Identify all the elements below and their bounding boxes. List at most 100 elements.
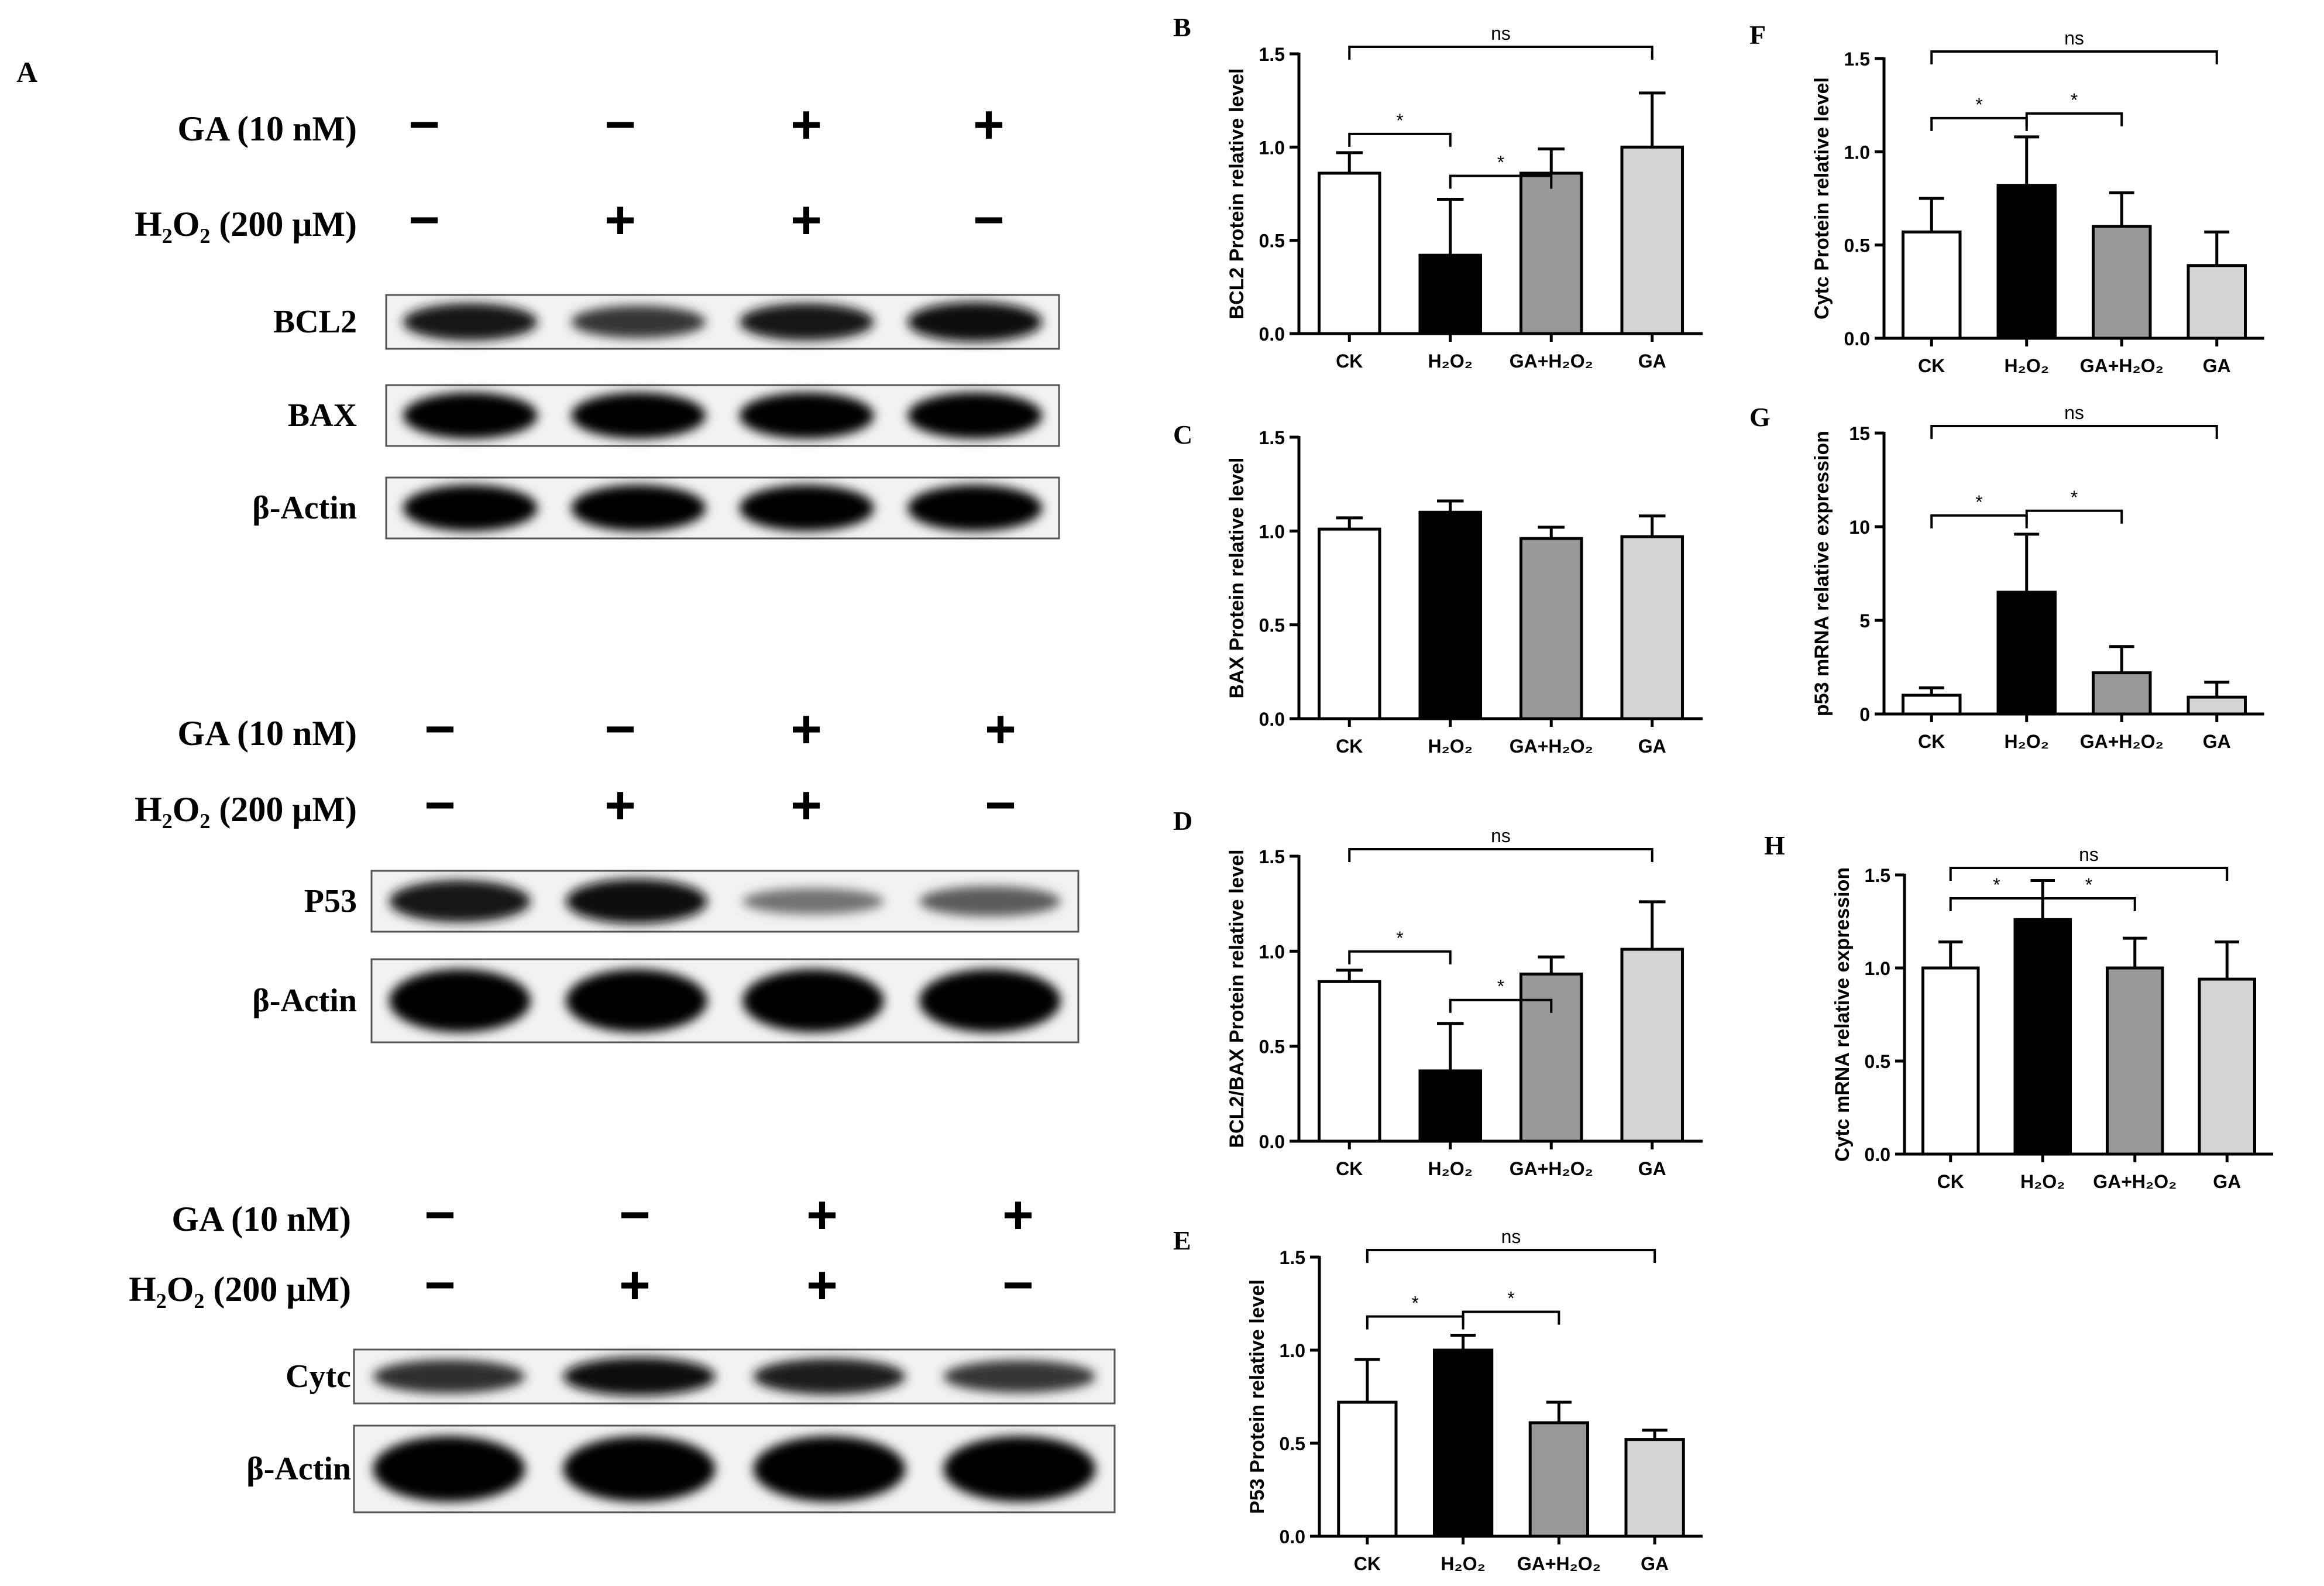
blot-band xyxy=(943,1436,1096,1502)
blot-band xyxy=(739,485,874,531)
y-tick-label: 0 xyxy=(1859,704,1870,725)
y-tick-label: 0.5 xyxy=(1280,1433,1305,1454)
significance-label: ns xyxy=(2064,28,2084,49)
treatment-sign: − xyxy=(604,95,636,155)
panel-letter: E xyxy=(1173,1225,1191,1255)
y-tick-label: 10 xyxy=(1849,517,1870,538)
treatment-sign: − xyxy=(604,699,636,759)
significance-bracket xyxy=(2025,509,2123,524)
blot-band xyxy=(373,1436,525,1502)
bar xyxy=(1418,510,1482,720)
y-axis-label: Cytc Protein relative level xyxy=(1811,77,1833,320)
y-tick-label: 1.0 xyxy=(1259,941,1285,962)
y-tick-label: 15 xyxy=(1849,423,1870,444)
bar xyxy=(1902,230,1962,340)
chart-h: H 0.0 0.5 1.0 1.5 Cytc mRNA relative expressi… xyxy=(1764,830,2273,1192)
treatment-sign: + xyxy=(790,699,822,759)
significance-label: ns xyxy=(2064,402,2084,423)
chart-g: G 0 5 10 15 p53 mRNA relative expression CK H₂O… xyxy=(1749,402,2264,752)
y-tick-label: 0.0 xyxy=(1259,1131,1285,1152)
x-tick-label: CK xyxy=(1918,731,1945,752)
bar-charts: B 0.0 0.5 1.0 1.5 BCL2 Protein relative level… xyxy=(1173,12,2273,1574)
significance-label: * xyxy=(1412,1293,1419,1314)
treatment-label: H₂O₂ (200 μM) xyxy=(135,205,357,243)
significance-bracket xyxy=(1449,174,1553,189)
treatment-sign: − xyxy=(1002,1255,1034,1315)
x-tick-label: GA xyxy=(1638,1158,1666,1179)
treatment-label: H₂O₂ (200 μM) xyxy=(135,790,357,829)
significance-label: * xyxy=(2085,874,2092,895)
panel-letter-a: A xyxy=(16,56,37,88)
x-tick-label: GA+H₂O₂ xyxy=(2080,355,2164,376)
significance-label: * xyxy=(1975,94,1982,115)
significance-bracket xyxy=(1930,514,2028,528)
bar xyxy=(1418,253,1482,335)
blot-label: β-Actin xyxy=(252,490,357,526)
bar xyxy=(1620,948,1684,1143)
blot-band xyxy=(389,969,531,1032)
y-tick-label: 1.0 xyxy=(1259,137,1285,158)
x-tick-label: GA+H₂O₂ xyxy=(1510,1158,1593,1179)
y-tick-label: 1.0 xyxy=(1844,142,1870,163)
x-tick-label: GA+H₂O₂ xyxy=(1510,736,1593,757)
blot-band xyxy=(907,302,1043,342)
treatment-sign: + xyxy=(985,699,1016,759)
significance-bracket xyxy=(1930,425,2218,439)
x-tick-label: CK xyxy=(1354,1553,1381,1574)
bar xyxy=(1519,171,1583,335)
panel-letter: G xyxy=(1749,402,1770,432)
panel-letter: F xyxy=(1749,20,1766,50)
blot-band xyxy=(403,485,538,531)
treatment-sign: − xyxy=(424,1185,456,1245)
bar xyxy=(1519,537,1583,720)
significance-bracket xyxy=(1930,50,2218,64)
x-tick-label: H₂O₂ xyxy=(1428,736,1473,757)
significance-bracket xyxy=(1366,1315,1464,1330)
bar xyxy=(1996,184,2057,340)
blot-label: β-Actin xyxy=(246,1451,351,1487)
significance-bracket xyxy=(2041,897,2136,911)
blot-band xyxy=(403,303,538,341)
x-tick-label: GA+H₂O₂ xyxy=(1510,351,1593,372)
treatment-sign: − xyxy=(424,1255,456,1315)
chart-b: B 0.0 0.5 1.0 1.5 BCL2 Protein relative level… xyxy=(1173,12,1703,372)
y-axis-label: P53 Protein relative level xyxy=(1246,1279,1268,1514)
bar xyxy=(2013,918,2072,1156)
treatment-sign: + xyxy=(604,775,636,835)
blot-band xyxy=(919,886,1061,916)
y-tick-label: 1.5 xyxy=(1280,1247,1305,1268)
x-tick-label: CK xyxy=(1937,1171,1964,1192)
bar xyxy=(1418,1069,1482,1143)
significance-bracket xyxy=(1348,132,1452,147)
blot-band xyxy=(739,392,874,439)
bar xyxy=(1433,1348,1494,1538)
y-tick-label: 0.0 xyxy=(1280,1526,1305,1547)
bar xyxy=(2092,671,2152,716)
significance-bracket xyxy=(1348,848,1653,862)
y-tick-label: 0.0 xyxy=(1865,1144,1890,1165)
y-tick-label: 0.0 xyxy=(1259,324,1285,345)
treatment-sign: + xyxy=(973,95,1005,155)
bar xyxy=(1318,527,1381,720)
panel-letter: C xyxy=(1173,420,1192,449)
x-tick-label: GA xyxy=(2203,355,2231,376)
treatment-label: GA (10 nM) xyxy=(171,1200,351,1238)
bar xyxy=(1921,966,1980,1156)
y-tick-label: 1.5 xyxy=(1259,44,1285,65)
significance-bracket xyxy=(1930,116,2028,131)
blot-band xyxy=(907,485,1043,531)
treatment-label: GA (10 nM) xyxy=(177,714,357,753)
blot-band xyxy=(403,392,538,439)
blot-label: BAX xyxy=(288,397,357,434)
significance-bracket xyxy=(1348,46,1653,60)
treatment-sign: + xyxy=(790,775,822,835)
bar xyxy=(1996,591,2057,716)
blot-band xyxy=(563,1357,716,1396)
panel-a-western-blots: A GA (10 nM) − − + + H₂O₂ (200 μM) − + + − BCL2 BAX β… xyxy=(16,56,1116,1513)
treatment-label: H₂O₂ (200 μM) xyxy=(129,1270,351,1309)
treatment-sign: + xyxy=(806,1185,838,1245)
y-tick-label: 1.5 xyxy=(1259,427,1285,448)
blot-band xyxy=(742,969,884,1032)
treatment-sign: − xyxy=(424,775,456,835)
